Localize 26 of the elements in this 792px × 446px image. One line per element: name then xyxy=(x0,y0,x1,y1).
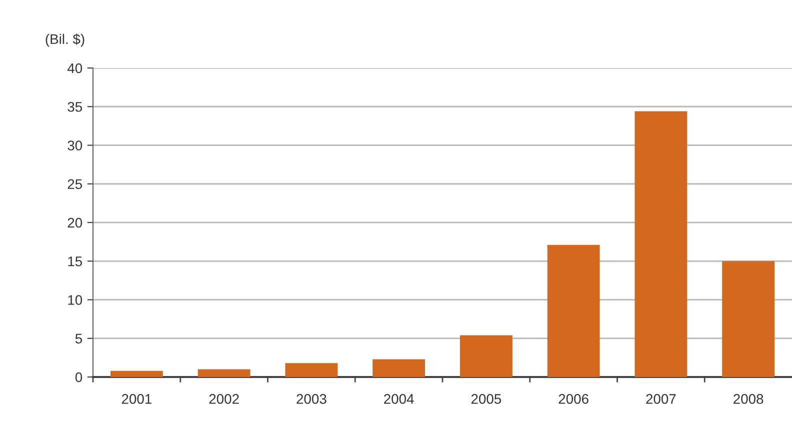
y-tick-label: 0 xyxy=(75,372,82,382)
y-tick-label: 20 xyxy=(68,218,82,228)
x-tick-label: 2008 xyxy=(734,394,764,404)
x-tick-label: 2001 xyxy=(122,394,152,404)
bar xyxy=(198,369,250,377)
bar xyxy=(110,370,163,377)
y-tick-label: 40 xyxy=(67,63,82,74)
x-tick-label: 2005 xyxy=(471,394,502,404)
y-tick-label: 30 xyxy=(68,140,82,150)
y-tick-label: 25 xyxy=(68,179,82,190)
x-tick-label: 2003 xyxy=(296,394,326,404)
bar xyxy=(722,261,775,377)
x-tick-label: 2007 xyxy=(646,394,676,404)
y-tick-label: 5 xyxy=(75,334,82,344)
x-tick-label: 2006 xyxy=(558,394,588,404)
bar xyxy=(372,359,426,377)
y-tick-label: 15 xyxy=(68,256,82,266)
y-axis-title: (Bil. $) xyxy=(46,34,84,47)
x-tick-label: 2002 xyxy=(209,394,239,404)
y-tick-label: 35 xyxy=(68,102,82,112)
bar xyxy=(285,363,338,377)
bar xyxy=(460,335,512,377)
bar xyxy=(634,111,688,377)
bar xyxy=(547,244,600,377)
y-tick-label: 10 xyxy=(68,295,82,305)
x-tick-label: 2004 xyxy=(384,394,414,404)
